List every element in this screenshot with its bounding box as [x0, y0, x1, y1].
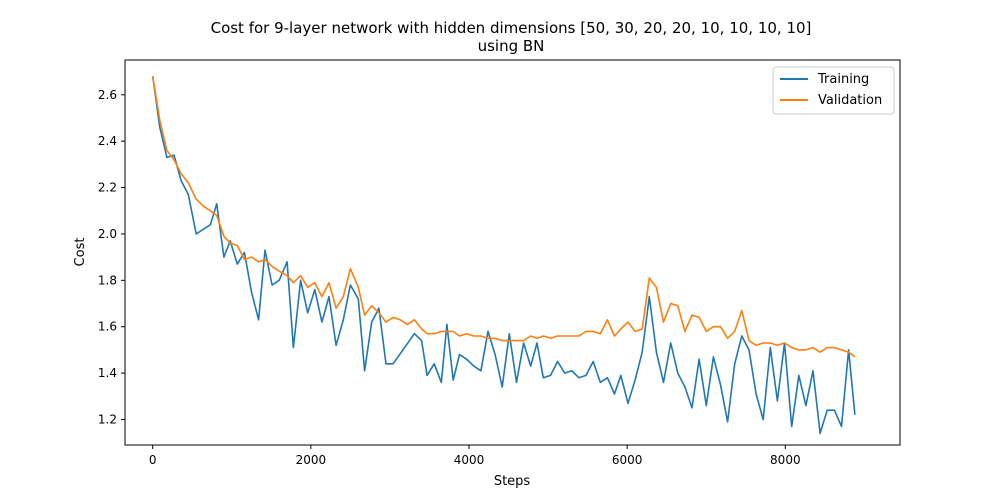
chart-subtitle: using BN [478, 37, 545, 55]
series-line-validation [151, 76, 856, 358]
x-axis: 0 2000 4000 6000 8000 [149, 445, 801, 467]
y-tick-label: 1.2 [98, 412, 117, 426]
x-axis-label: Steps [494, 474, 531, 489]
plot-area [151, 76, 856, 435]
series-line-training [151, 76, 856, 435]
legend: Training Validation [772, 66, 895, 115]
y-axis-label: Cost [73, 238, 88, 267]
x-tick-label: 2000 [296, 453, 327, 467]
y-tick-label: 2.6 [98, 88, 117, 102]
y-tick-label: 2.2 [98, 181, 117, 195]
x-tick-label: 0 [149, 453, 157, 467]
plot-frame [124, 59, 901, 446]
x-tick-label: 4000 [454, 453, 485, 467]
y-tick-label: 2.4 [98, 134, 117, 148]
y-tick-label: 1.4 [98, 366, 117, 380]
y-tick-label: 1.6 [98, 320, 117, 334]
legend-label-training: Training [817, 72, 869, 87]
y-axis: 1.2 1.4 1.6 1.8 2.0 2.2 2.4 2.6 [98, 88, 125, 426]
x-tick-label: 8000 [770, 453, 801, 467]
y-tick-label: 1.8 [98, 273, 117, 287]
chart-title: Cost for 9-layer network with hidden dim… [211, 19, 812, 37]
y-tick-label: 2.0 [98, 227, 117, 241]
legend-label-validation: Validation [818, 93, 882, 108]
x-tick-label: 6000 [612, 453, 643, 467]
